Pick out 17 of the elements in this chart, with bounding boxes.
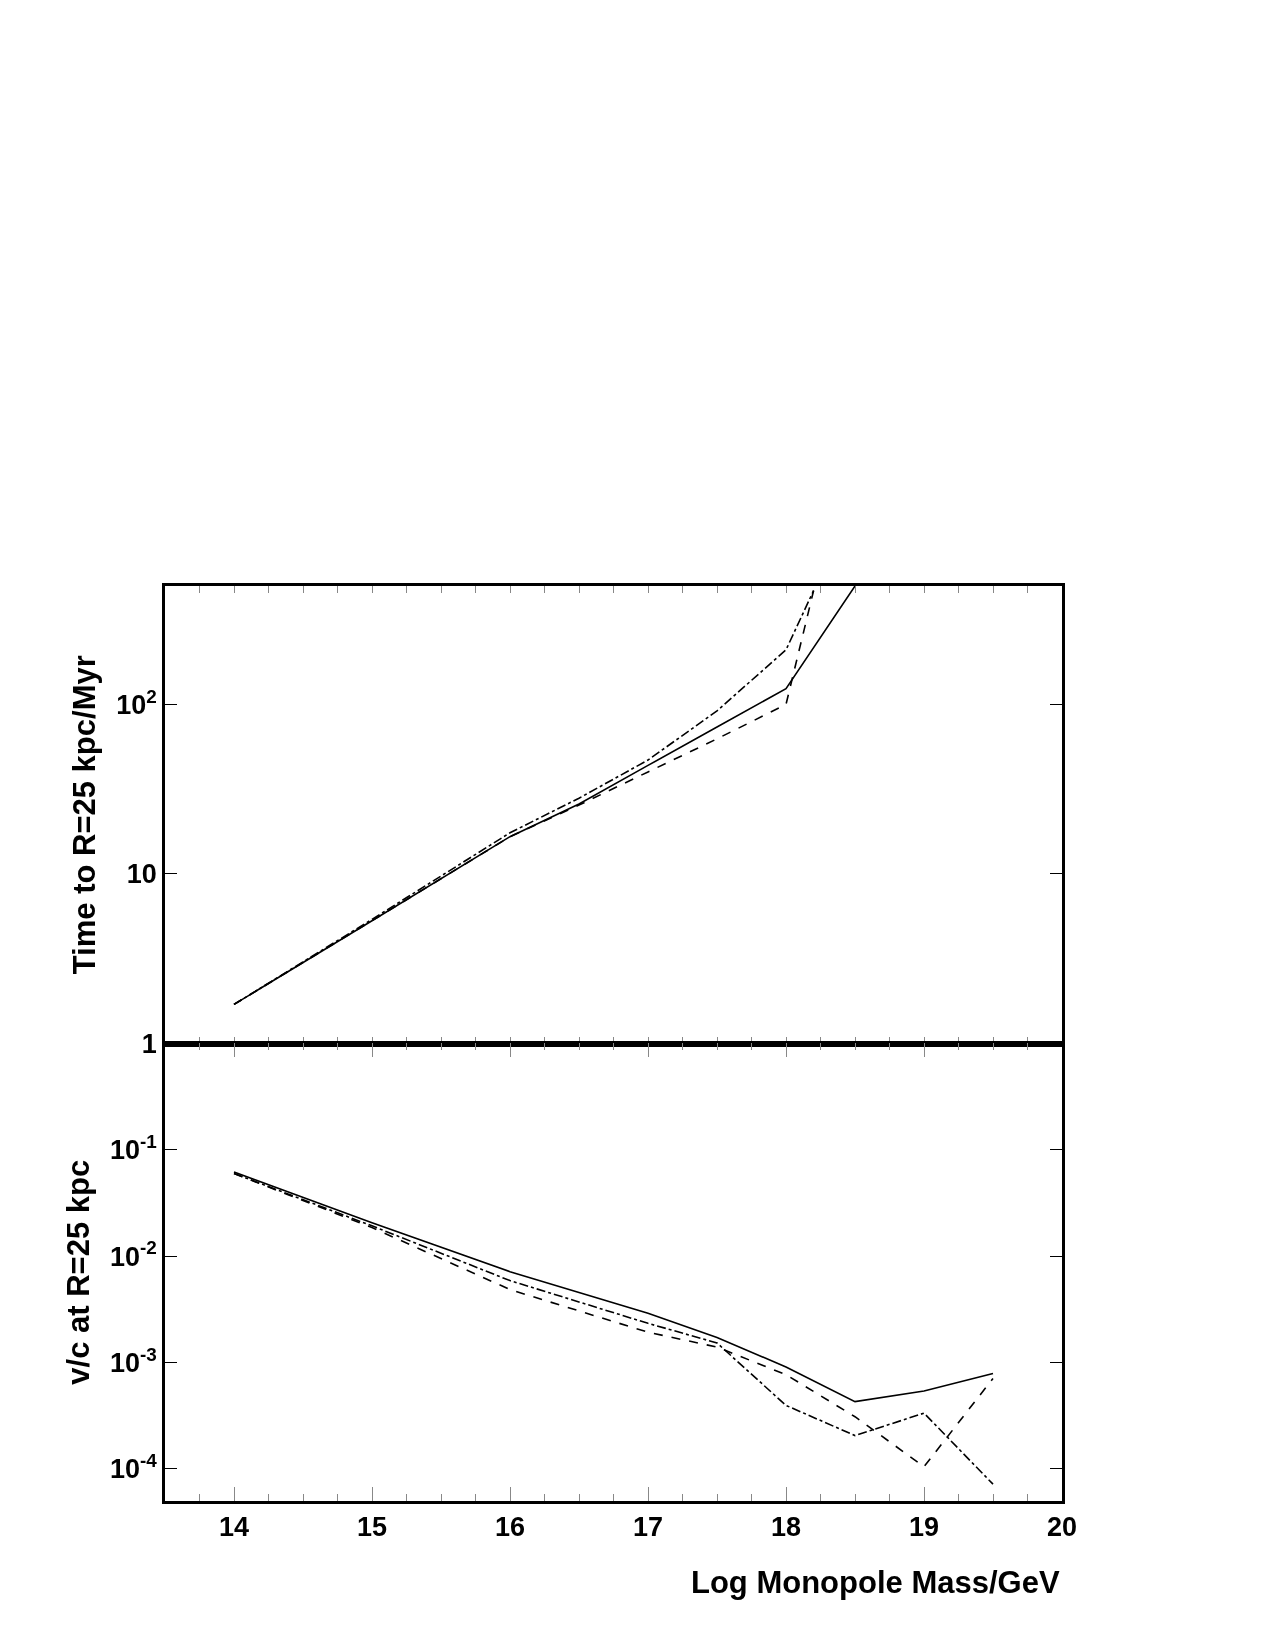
y-axis-title: Time to R=25 kpc/Myr <box>66 655 102 975</box>
x-tick-label: 14 <box>218 1512 250 1543</box>
y-tick-label: 10$^{-3}$ <box>110 1343 157 1379</box>
y-tick-label: 10$^{-2}$ <box>110 1237 157 1272</box>
y-tick-label: 10$^{2}$ <box>116 685 157 720</box>
x-tick-label: 15 <box>356 1512 388 1543</box>
x-tick-label: 16 <box>494 1512 526 1543</box>
y-axis-title: v/c at R=25 kpc <box>60 1159 96 1385</box>
x-tick-label: 18 <box>770 1512 802 1543</box>
y-tick-label: 10$^{-4}$ <box>110 1450 158 1485</box>
x-tick-label: 19 <box>908 1512 940 1543</box>
x-tick-label: 20 <box>1046 1512 1078 1543</box>
y-tick-label: 1 <box>141 1028 157 1059</box>
y-tick-label: 10$^{-1}$ <box>110 1130 157 1166</box>
x-tick-label: 17 <box>632 1512 664 1543</box>
y-tick-label: 10 <box>126 859 157 890</box>
x-axis-title: Log Monopole Mass/GeV <box>691 1565 1060 1600</box>
